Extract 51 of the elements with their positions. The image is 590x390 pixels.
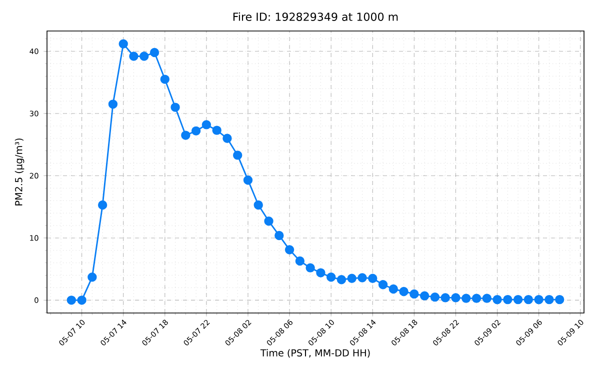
point [150, 48, 160, 58]
point [534, 294, 544, 304]
point [306, 263, 315, 272]
point [191, 126, 201, 136]
chart-title: Fire ID: 192829349 at 1000 m [233, 12, 398, 21]
point [140, 52, 149, 61]
point [368, 274, 378, 284]
point [181, 130, 190, 140]
point [544, 294, 554, 304]
point [347, 274, 356, 284]
point [243, 175, 253, 185]
point [399, 286, 408, 296]
point [295, 256, 305, 266]
point [388, 284, 398, 294]
point [108, 100, 118, 109]
point [420, 291, 430, 300]
point [170, 102, 180, 112]
point [316, 268, 326, 278]
point [233, 150, 242, 160]
point [222, 134, 232, 144]
point [118, 39, 128, 48]
point [378, 280, 388, 290]
point [472, 294, 482, 303]
point [513, 294, 523, 304]
point [77, 296, 86, 305]
x-axis-title: Time (PST, MM-DD HH) [260, 349, 370, 358]
point [462, 294, 471, 303]
point [492, 294, 502, 304]
point [66, 296, 76, 305]
point [336, 275, 346, 284]
point [555, 294, 564, 304]
point [440, 293, 450, 302]
point [202, 120, 212, 130]
point [274, 230, 284, 240]
point [88, 272, 97, 282]
point [358, 273, 367, 282]
point [451, 293, 460, 302]
point [430, 292, 440, 302]
point [410, 289, 419, 299]
point [160, 74, 170, 84]
point [326, 272, 336, 282]
point [254, 200, 263, 210]
point [524, 294, 534, 304]
y-axis-title: PM2.5 (μg/m³) [14, 138, 24, 206]
point [212, 126, 222, 135]
point [503, 294, 512, 304]
point [284, 245, 294, 254]
point [482, 294, 492, 303]
point [264, 216, 274, 226]
point [129, 52, 138, 61]
point [98, 200, 108, 210]
